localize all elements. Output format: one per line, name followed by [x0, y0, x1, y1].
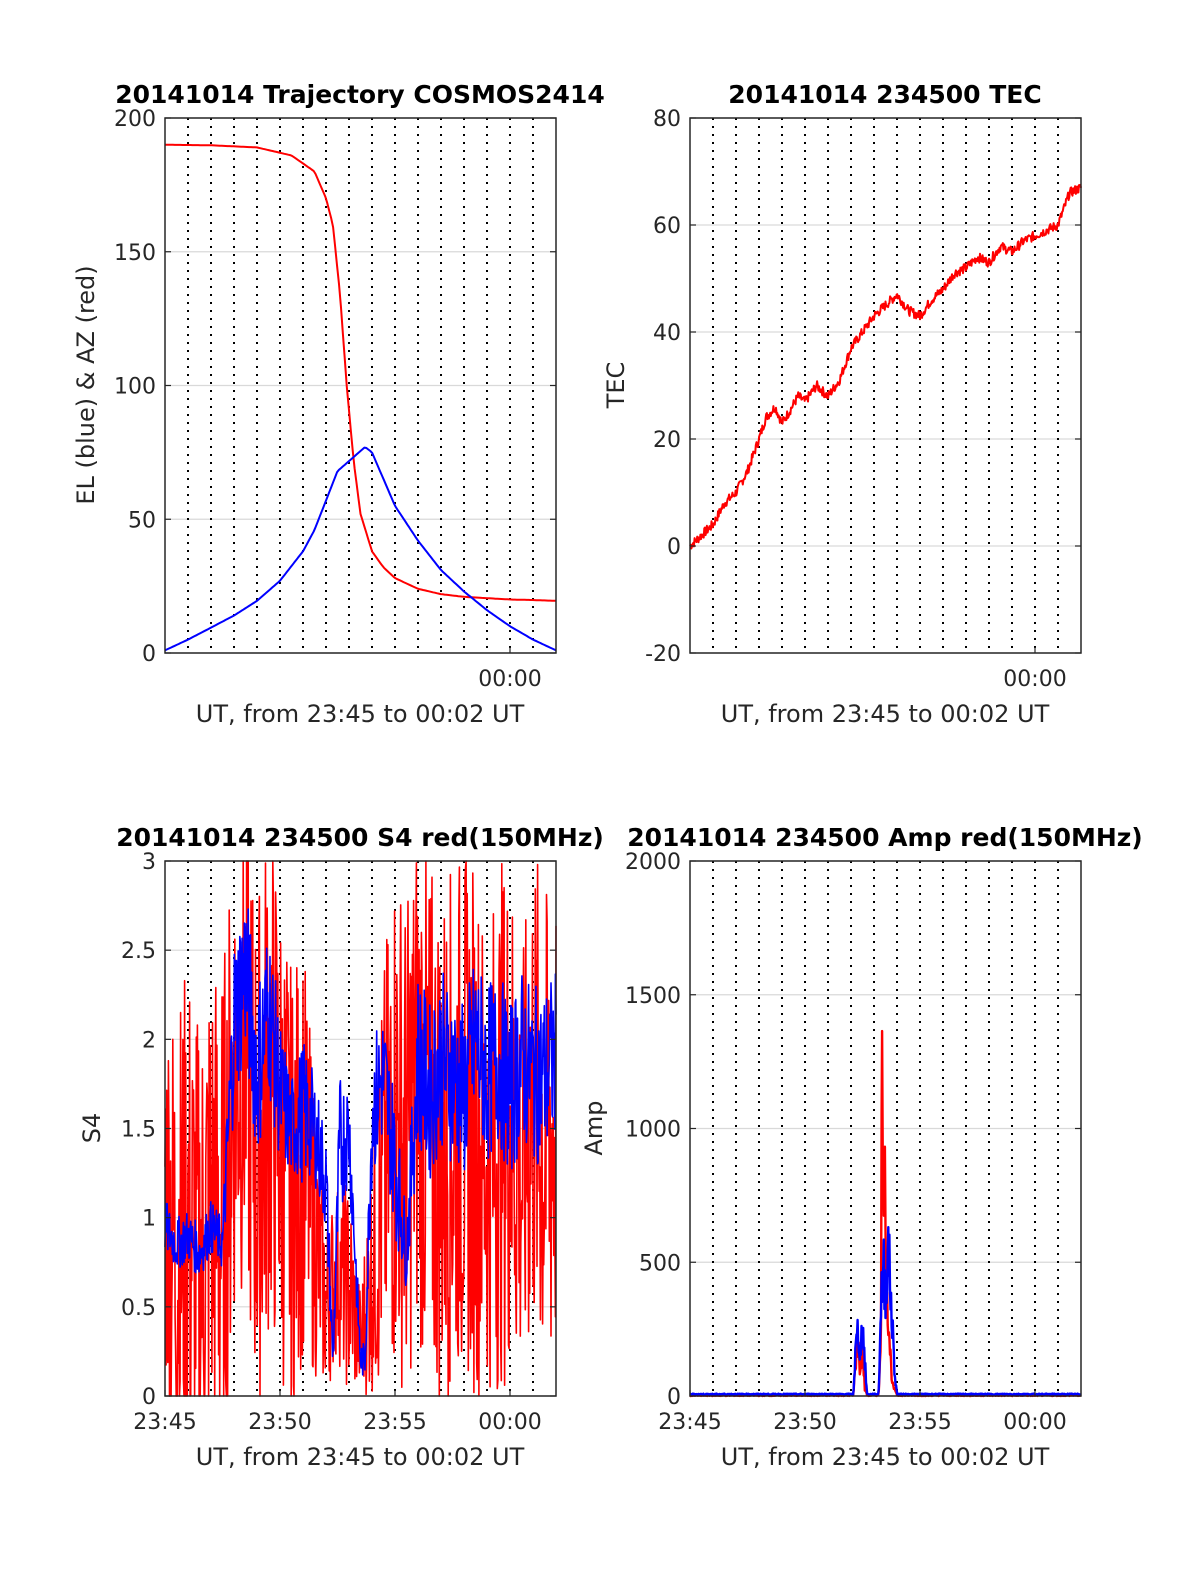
x-tick-label: 00:00 [1003, 1410, 1066, 1435]
y-tick-label: 2 [142, 1028, 156, 1053]
y-tick-label: 20 [653, 428, 681, 453]
x-tick-label: 23:50 [773, 1410, 836, 1435]
y-tick-label: 3 [142, 850, 156, 875]
chart-title: 20141014 Trajectory COSMOS2414 [115, 80, 605, 109]
panel-trajectory: 0 50 100 150 200 00:00 20141014 Trajectory CO… [72, 80, 605, 728]
y-tick-label: 1000 [625, 1118, 681, 1143]
chart-title: 20141014 234500 Amp red(150MHz) [627, 823, 1143, 852]
panel-amp: 0 500 1000 1500 2000 23:45 23:50 23:55 00:00 201… [580, 823, 1143, 1471]
y-axis-label: Amp [580, 1100, 608, 1155]
x-tick-label: 23:55 [363, 1410, 426, 1435]
y-axis-label: S4 [78, 1113, 106, 1144]
x-axis-label: UT, from 23:45 to 00:02 UT [196, 700, 525, 728]
y-tick-label: 0 [142, 642, 156, 667]
y-tick-label: 0 [142, 1385, 156, 1410]
x-tick-label: 00:00 [1003, 667, 1066, 692]
y-tick-label: 1500 [625, 984, 681, 1009]
y-tick-label: 100 [114, 375, 156, 400]
y-tick-label: 80 [653, 107, 681, 132]
x-tick-label: 00:00 [478, 1410, 541, 1435]
x-axis-label: UT, from 23:45 to 00:02 UT [196, 1443, 525, 1471]
y-tick-label: 50 [128, 508, 156, 533]
x-axis-label: UT, from 23:45 to 00:02 UT [721, 1443, 1050, 1471]
y-tick-label: 0.5 [121, 1296, 156, 1321]
y-tick-label: 2000 [625, 850, 681, 875]
panel-s4: 0 0.5 1 1.5 2 2.5 3 23:45 23:50 23:55 00:00 201410… [78, 823, 604, 1471]
y-tick-label: 150 [114, 241, 156, 266]
series-line-red [165, 143, 556, 602]
panel-tec: -20 0 20 40 60 80 00:00 20141014 234500 TEC UT… [602, 80, 1082, 728]
axes-frame [689, 117, 1082, 654]
y-tick-label: 40 [653, 321, 681, 346]
series-line-blue [164, 446, 557, 652]
y-tick-label: 0 [667, 1385, 681, 1410]
y-tick-label: 200 [114, 107, 156, 132]
y-axis-label: TEC [602, 362, 630, 410]
series-line-blue [164, 908, 557, 1376]
series-line-red [689, 183, 1082, 550]
y-tick-label: 2.5 [121, 939, 156, 964]
series-line-blue [689, 1226, 1082, 1396]
series-line-red [689, 1029, 1082, 1398]
x-tick-label: 23:50 [248, 1410, 311, 1435]
x-tick-label: 23:45 [658, 1410, 721, 1435]
y-tick-label: 60 [653, 214, 681, 239]
y-tick-label: 0 [667, 535, 681, 560]
chart-title: 20141014 234500 TEC [728, 80, 1041, 109]
x-tick-label: 23:55 [888, 1410, 951, 1435]
y-tick-label: 1.5 [121, 1118, 156, 1143]
chart-title: 20141014 234500 S4 red(150MHz) [116, 823, 604, 852]
x-tick-label: 23:45 [133, 1410, 196, 1435]
y-tick-label: 500 [639, 1251, 681, 1276]
x-tick-label: 00:00 [478, 667, 541, 692]
y-axis-label: EL (blue) & AZ (red) [72, 265, 100, 504]
y-tick-label: 1 [142, 1207, 156, 1232]
x-axis-label: UT, from 23:45 to 00:02 UT [721, 700, 1050, 728]
y-tick-label: -20 [645, 642, 681, 667]
